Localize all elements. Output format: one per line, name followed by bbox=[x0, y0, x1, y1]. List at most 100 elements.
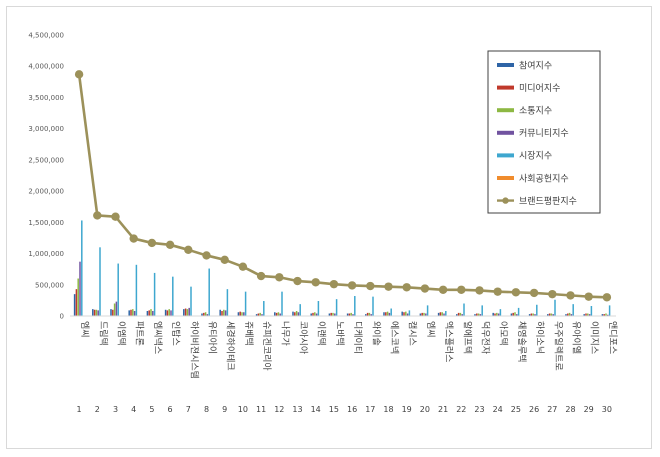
bar-2-15 bbox=[330, 312, 332, 316]
reputation-point-29 bbox=[584, 292, 593, 301]
bar-3-1 bbox=[77, 278, 79, 316]
bar-3-19 bbox=[405, 311, 407, 316]
bar-1-11 bbox=[255, 314, 258, 316]
rank-label: 16 bbox=[347, 405, 357, 414]
bar-1-26 bbox=[528, 314, 531, 316]
legend-label: 미디어지수 bbox=[519, 83, 560, 94]
legend-swatch bbox=[497, 108, 514, 113]
bar-2-4 bbox=[130, 309, 132, 316]
bar-3-26 bbox=[532, 313, 534, 316]
bar-2-30 bbox=[603, 314, 605, 316]
y-tick-label: 500,000 bbox=[35, 281, 64, 289]
bar-5-29 bbox=[590, 306, 593, 316]
reputation-point-8 bbox=[202, 251, 211, 260]
bar-2-5 bbox=[148, 310, 150, 316]
bar-1-23 bbox=[474, 314, 476, 316]
reputation-point-3 bbox=[111, 212, 120, 221]
category-label: 이엠텍 bbox=[116, 321, 128, 346]
bar-4-24 bbox=[497, 313, 500, 316]
bar-2-24 bbox=[494, 313, 496, 316]
category-label: 우주일렉트로 bbox=[552, 321, 563, 371]
bar-3-5 bbox=[150, 309, 152, 316]
bar-1-2 bbox=[92, 309, 94, 316]
y-tick-label: 2,500,000 bbox=[28, 156, 64, 164]
bar-2-8 bbox=[203, 312, 205, 316]
category-label: 캠시스 bbox=[407, 321, 419, 346]
bar-5-18 bbox=[390, 308, 392, 316]
bar-5-28 bbox=[572, 304, 574, 316]
category-label: 노바텍 bbox=[334, 321, 345, 346]
bar-4-8 bbox=[206, 314, 209, 316]
bar-3-8 bbox=[204, 312, 207, 316]
category-label: 엠씨 bbox=[425, 321, 437, 338]
bar-3-30 bbox=[605, 313, 607, 316]
bar-4-23 bbox=[479, 314, 482, 316]
bar-4-14 bbox=[315, 313, 318, 316]
bar-1-13 bbox=[292, 311, 294, 316]
rank-label: 13 bbox=[292, 405, 302, 414]
category-label: 앤디포스 bbox=[607, 321, 618, 354]
bar-4-27 bbox=[552, 314, 554, 316]
bar-1-19 bbox=[401, 311, 403, 316]
bar-5-30 bbox=[608, 305, 611, 316]
bar-5-24 bbox=[499, 309, 502, 316]
category-label: 채영솔루텍 bbox=[516, 321, 527, 362]
category-label: 드림텍 bbox=[97, 321, 109, 346]
bar-4-4 bbox=[133, 311, 136, 316]
bar-3-25 bbox=[514, 312, 516, 316]
bar-4-5 bbox=[152, 311, 154, 316]
bar-1-10 bbox=[237, 312, 240, 316]
bar-1-25 bbox=[510, 313, 513, 316]
bar-2-10 bbox=[239, 311, 241, 316]
rank-label: 21 bbox=[438, 405, 448, 414]
bar-5-21 bbox=[445, 311, 447, 316]
bar-1-27 bbox=[547, 314, 549, 316]
bar-5-9 bbox=[226, 289, 229, 316]
category-label: 세경하이테크 bbox=[225, 321, 237, 371]
bar-3-15 bbox=[332, 312, 334, 316]
bar-2-13 bbox=[294, 312, 296, 316]
bar-3-23 bbox=[477, 313, 480, 316]
bar-5-5 bbox=[153, 272, 156, 316]
bar-5-17 bbox=[372, 296, 374, 316]
bar-5-3 bbox=[117, 263, 119, 316]
bar-1-20 bbox=[419, 313, 422, 316]
bar-1-24 bbox=[492, 312, 494, 316]
y-tick-label: 3,000,000 bbox=[28, 125, 64, 133]
bar-2-23 bbox=[476, 313, 478, 316]
bar-4-11 bbox=[261, 314, 263, 316]
bar-4-18 bbox=[388, 312, 391, 316]
bar-2-17 bbox=[366, 312, 369, 316]
reputation-point-1 bbox=[74, 70, 84, 79]
bar-1-18 bbox=[383, 312, 385, 316]
rank-label: 27 bbox=[547, 405, 557, 414]
reputation-point-27 bbox=[548, 289, 557, 299]
bar-2-29 bbox=[585, 313, 587, 316]
bar-2-1 bbox=[75, 289, 78, 316]
reputation-point-23 bbox=[475, 286, 484, 295]
rank-label: 23 bbox=[474, 405, 484, 414]
bar-1-14 bbox=[310, 313, 312, 316]
bar-2-25 bbox=[512, 312, 514, 316]
reputation-point-14 bbox=[311, 278, 320, 287]
bar-5-16 bbox=[354, 296, 356, 316]
category-label: 디케이티 bbox=[352, 321, 363, 354]
bar-4-16 bbox=[352, 314, 354, 316]
bar-4-26 bbox=[534, 314, 536, 316]
bar-4-15 bbox=[334, 313, 336, 316]
reputation-point-13 bbox=[293, 276, 302, 286]
bars bbox=[73, 220, 611, 316]
bar-3-17 bbox=[368, 312, 371, 316]
rank-label: 6 bbox=[168, 405, 173, 414]
reputation-point-24 bbox=[493, 287, 502, 296]
bar-2-20 bbox=[421, 312, 423, 316]
y-tick-label: 0 bbox=[60, 313, 64, 321]
legend-swatch bbox=[497, 153, 514, 158]
bar-5-6 bbox=[172, 276, 174, 316]
bar-3-22 bbox=[459, 312, 462, 316]
bar-3-29 bbox=[587, 313, 589, 316]
reputation-point-25 bbox=[511, 288, 521, 297]
category-label: 하이비젼시스템 bbox=[188, 321, 200, 379]
rank-label: 12 bbox=[274, 405, 284, 414]
bar-1-12 bbox=[274, 312, 276, 316]
